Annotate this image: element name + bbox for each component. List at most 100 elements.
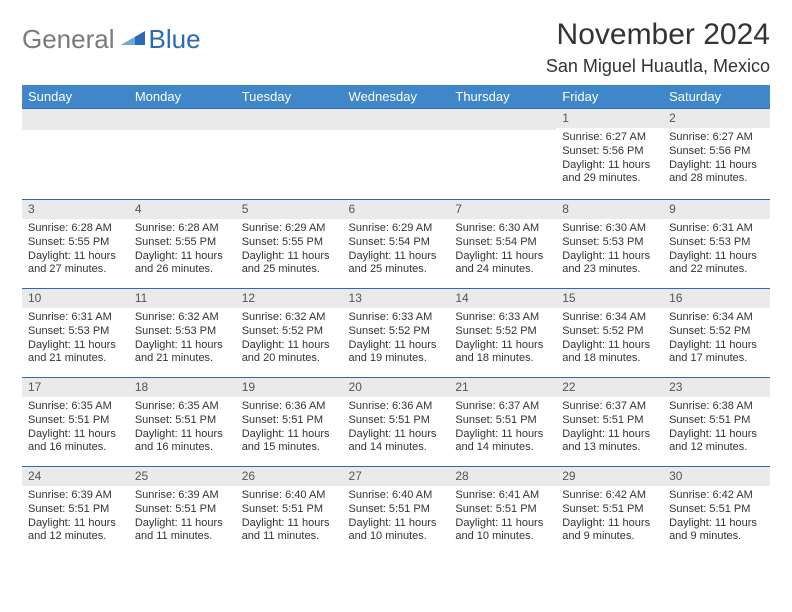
day-line: Daylight: 11 hours and 27 minutes. — [28, 250, 123, 278]
calendar-day: 11Sunrise: 6:32 AMSunset: 5:53 PMDayligh… — [129, 289, 236, 378]
calendar-day: 27Sunrise: 6:40 AMSunset: 5:51 PMDayligh… — [343, 467, 450, 556]
day-number: 24 — [22, 467, 129, 486]
day-line: Daylight: 11 hours and 13 minutes. — [562, 428, 657, 456]
calendar-day: 9Sunrise: 6:31 AMSunset: 5:53 PMDaylight… — [663, 200, 770, 289]
day-line: Daylight: 11 hours and 19 minutes. — [349, 339, 444, 367]
calendar-week: 10Sunrise: 6:31 AMSunset: 5:53 PMDayligh… — [22, 289, 770, 378]
day-line: Daylight: 11 hours and 18 minutes. — [455, 339, 550, 367]
location-label: San Miguel Huautla, Mexico — [546, 56, 770, 77]
calendar-day: 17Sunrise: 6:35 AMSunset: 5:51 PMDayligh… — [22, 378, 129, 467]
calendar-day: 23Sunrise: 6:38 AMSunset: 5:51 PMDayligh… — [663, 378, 770, 467]
day-line: Sunset: 5:51 PM — [349, 503, 444, 517]
day-line: Sunset: 5:54 PM — [349, 236, 444, 250]
day-body: Sunrise: 6:42 AMSunset: 5:51 PMDaylight:… — [556, 486, 663, 555]
day-line: Sunrise: 6:42 AM — [562, 489, 657, 503]
day-line: Sunrise: 6:30 AM — [562, 222, 657, 236]
calendar-week: 1Sunrise: 6:27 AMSunset: 5:56 PMDaylight… — [22, 109, 770, 200]
day-line: Sunset: 5:51 PM — [669, 414, 764, 428]
calendar-day: 14Sunrise: 6:33 AMSunset: 5:52 PMDayligh… — [449, 289, 556, 378]
day-line: Sunrise: 6:34 AM — [562, 311, 657, 325]
day-line: Sunset: 5:52 PM — [455, 325, 550, 339]
day-line: Sunset: 5:51 PM — [242, 503, 337, 517]
day-number — [236, 109, 343, 130]
day-number: 7 — [449, 200, 556, 219]
day-number: 4 — [129, 200, 236, 219]
day-line: Sunrise: 6:29 AM — [349, 222, 444, 236]
day-line: Daylight: 11 hours and 15 minutes. — [242, 428, 337, 456]
day-body: Sunrise: 6:27 AMSunset: 5:56 PMDaylight:… — [556, 128, 663, 197]
weekday-header: Tuesday — [236, 85, 343, 109]
calendar-day: 18Sunrise: 6:35 AMSunset: 5:51 PMDayligh… — [129, 378, 236, 467]
day-line: Sunset: 5:55 PM — [28, 236, 123, 250]
day-number: 2 — [663, 109, 770, 128]
day-body: Sunrise: 6:30 AMSunset: 5:54 PMDaylight:… — [449, 219, 556, 288]
calendar-day — [22, 109, 129, 200]
logo-mark-icon — [121, 27, 145, 52]
calendar-week: 3Sunrise: 6:28 AMSunset: 5:55 PMDaylight… — [22, 200, 770, 289]
day-body: Sunrise: 6:30 AMSunset: 5:53 PMDaylight:… — [556, 219, 663, 288]
day-body: Sunrise: 6:35 AMSunset: 5:51 PMDaylight:… — [129, 397, 236, 466]
day-number — [449, 109, 556, 130]
day-number: 21 — [449, 378, 556, 397]
day-line: Sunset: 5:55 PM — [242, 236, 337, 250]
calendar-body: 1Sunrise: 6:27 AMSunset: 5:56 PMDaylight… — [22, 109, 770, 556]
day-line: Daylight: 11 hours and 24 minutes. — [455, 250, 550, 278]
day-number: 16 — [663, 289, 770, 308]
day-body: Sunrise: 6:35 AMSunset: 5:51 PMDaylight:… — [22, 397, 129, 466]
day-number: 29 — [556, 467, 663, 486]
month-title: November 2024 — [546, 18, 770, 52]
day-body: Sunrise: 6:40 AMSunset: 5:51 PMDaylight:… — [236, 486, 343, 555]
day-line: Sunrise: 6:32 AM — [242, 311, 337, 325]
day-line: Daylight: 11 hours and 18 minutes. — [562, 339, 657, 367]
calendar-head: SundayMondayTuesdayWednesdayThursdayFrid… — [22, 85, 770, 109]
day-line: Sunrise: 6:30 AM — [455, 222, 550, 236]
day-line: Sunrise: 6:33 AM — [455, 311, 550, 325]
day-body: Sunrise: 6:32 AMSunset: 5:52 PMDaylight:… — [236, 308, 343, 377]
day-line: Sunrise: 6:32 AM — [135, 311, 230, 325]
day-body: Sunrise: 6:33 AMSunset: 5:52 PMDaylight:… — [449, 308, 556, 377]
day-line: Sunset: 5:51 PM — [455, 503, 550, 517]
day-number: 1 — [556, 109, 663, 128]
day-line: Daylight: 11 hours and 9 minutes. — [562, 517, 657, 545]
day-line: Daylight: 11 hours and 10 minutes. — [349, 517, 444, 545]
calendar-day: 10Sunrise: 6:31 AMSunset: 5:53 PMDayligh… — [22, 289, 129, 378]
day-number — [22, 109, 129, 130]
day-line: Sunrise: 6:36 AM — [349, 400, 444, 414]
day-number — [343, 109, 450, 130]
day-body: Sunrise: 6:41 AMSunset: 5:51 PMDaylight:… — [449, 486, 556, 555]
weekday-header: Wednesday — [343, 85, 450, 109]
calendar-day: 22Sunrise: 6:37 AMSunset: 5:51 PMDayligh… — [556, 378, 663, 467]
day-line: Sunset: 5:51 PM — [349, 414, 444, 428]
day-number: 28 — [449, 467, 556, 486]
day-line: Daylight: 11 hours and 28 minutes. — [669, 159, 764, 187]
day-number: 14 — [449, 289, 556, 308]
day-body: Sunrise: 6:31 AMSunset: 5:53 PMDaylight:… — [22, 308, 129, 377]
weekday-header: Friday — [556, 85, 663, 109]
day-line: Sunrise: 6:38 AM — [669, 400, 764, 414]
day-number: 9 — [663, 200, 770, 219]
day-body: Sunrise: 6:32 AMSunset: 5:53 PMDaylight:… — [129, 308, 236, 377]
day-line: Daylight: 11 hours and 14 minutes. — [455, 428, 550, 456]
day-line: Sunrise: 6:28 AM — [28, 222, 123, 236]
day-line: Sunset: 5:53 PM — [562, 236, 657, 250]
day-line: Daylight: 11 hours and 12 minutes. — [28, 517, 123, 545]
day-line: Sunrise: 6:40 AM — [242, 489, 337, 503]
logo-word1: General — [22, 24, 115, 55]
day-body — [236, 130, 343, 199]
day-body — [129, 130, 236, 199]
day-number — [129, 109, 236, 130]
day-line: Sunset: 5:51 PM — [135, 503, 230, 517]
day-number: 8 — [556, 200, 663, 219]
day-line: Daylight: 11 hours and 25 minutes. — [349, 250, 444, 278]
calendar-day: 3Sunrise: 6:28 AMSunset: 5:55 PMDaylight… — [22, 200, 129, 289]
day-line: Daylight: 11 hours and 11 minutes. — [135, 517, 230, 545]
day-line: Sunrise: 6:40 AM — [349, 489, 444, 503]
day-line: Sunset: 5:54 PM — [455, 236, 550, 250]
header-row: General Blue November 2024 San Miguel Hu… — [22, 18, 770, 77]
calendar-day: 20Sunrise: 6:36 AMSunset: 5:51 PMDayligh… — [343, 378, 450, 467]
calendar-day: 4Sunrise: 6:28 AMSunset: 5:55 PMDaylight… — [129, 200, 236, 289]
day-line: Sunrise: 6:27 AM — [669, 131, 764, 145]
calendar-day: 6Sunrise: 6:29 AMSunset: 5:54 PMDaylight… — [343, 200, 450, 289]
day-body: Sunrise: 6:39 AMSunset: 5:51 PMDaylight:… — [129, 486, 236, 555]
day-line: Sunset: 5:52 PM — [242, 325, 337, 339]
